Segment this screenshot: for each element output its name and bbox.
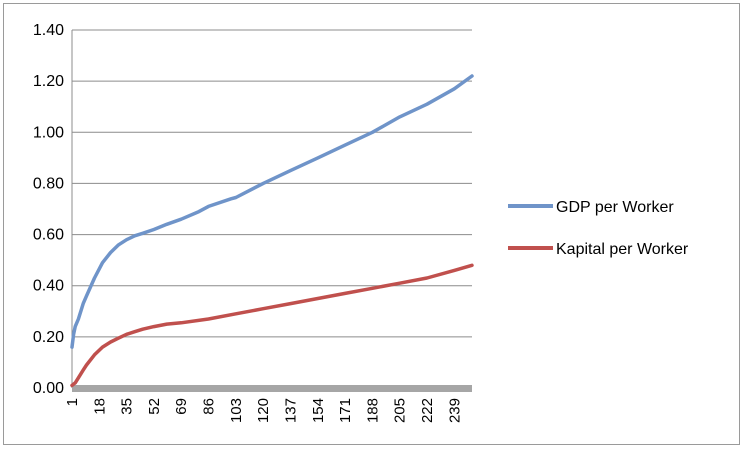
x-axis-line [72,385,472,392]
x-tick-label: 1 [64,398,81,406]
legend: GDP per Worker Kapital per Worker [508,199,689,258]
x-tick-label: 188 [364,398,381,423]
x-axis-ticks: 1 18 35 52 69 86 103 120 137 154 171 188 205 222 239 [64,398,463,423]
x-tick-label: 52 [146,398,163,415]
series-lines [70,74,474,388]
legend-label: GDP per Worker [556,199,674,216]
y-tick-label: 1.20 [33,73,64,90]
series-line-1 [70,263,474,388]
y-tick-label: 0.60 [33,227,64,244]
y-tick-label: 0.20 [33,329,64,346]
x-tick-label: 120 [255,398,272,423]
x-tick-label: 171 [337,398,354,423]
x-tick-label: 86 [201,398,218,415]
y-tick-label: 1.00 [33,124,64,141]
x-tick-label: 205 [392,398,409,423]
y-tick-label: 0.40 [33,278,64,295]
y-tick-label: 0.00 [33,380,64,397]
y-tick-label: 1.40 [33,22,64,39]
legend-label: Kapital per Worker [556,241,689,258]
series-line-0 [70,74,474,349]
gridlines [71,29,472,388]
y-tick-label: 0.80 [33,175,64,192]
x-tick-label: 103 [228,398,245,423]
x-tick-label: 18 [91,398,108,415]
x-axis [72,385,472,392]
x-tick-label: 222 [419,398,436,423]
x-tick-label: 154 [310,398,327,423]
x-tick-label: 69 [173,398,190,415]
chart-frame [3,3,740,445]
x-tick-label: 239 [446,398,463,423]
x-tick-label: 35 [119,398,136,415]
x-tick-label: 137 [282,398,299,423]
y-axis-ticks: 0.00 0.20 0.40 0.60 0.80 1.00 1.20 1.40 [33,22,64,397]
